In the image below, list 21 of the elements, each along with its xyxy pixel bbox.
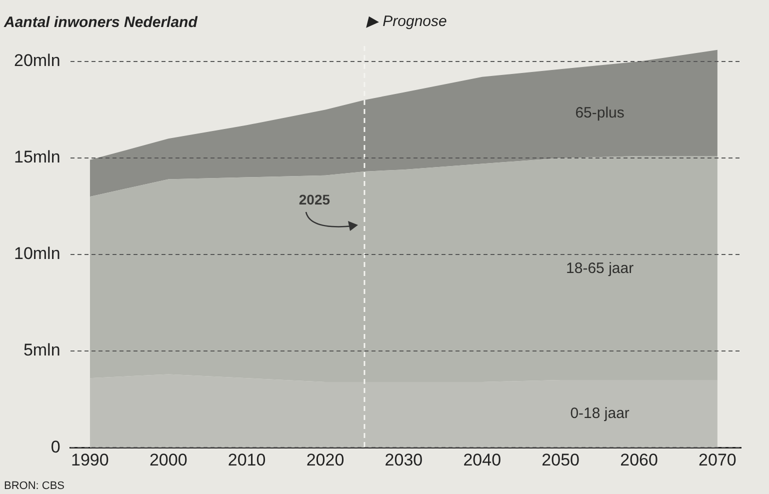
x-tick-label: 2060 xyxy=(620,450,658,470)
y-tick-label: 20mln xyxy=(14,51,60,70)
series-label: 65-plus xyxy=(575,104,624,122)
text: ▶ Prognose xyxy=(365,13,447,30)
x-tick-label: 1990 xyxy=(71,450,109,470)
y-tick-label: 5mln xyxy=(23,340,60,360)
x-tick-label: 2020 xyxy=(306,450,344,470)
series-label: 0-18 jaar xyxy=(570,404,630,422)
chart-title: Aantal inwoners Nederland xyxy=(3,14,198,32)
y-tick-label: 10mln xyxy=(14,244,60,264)
y-tick-label: 0 xyxy=(50,437,60,456)
x-tick-label: 2040 xyxy=(463,450,502,470)
x-tick-label: 2070 xyxy=(698,450,736,470)
ref-line-label: 2025 xyxy=(298,191,330,208)
x-tick-label: 2010 xyxy=(228,450,266,470)
series-label: 18-65 jaar xyxy=(566,260,634,278)
text: BRON: CBS xyxy=(4,480,65,492)
y-tick-label: 15mln xyxy=(14,148,60,167)
x-tick-label: 2000 xyxy=(149,450,188,470)
x-tick-label: 2050 xyxy=(542,450,580,470)
x-tick-label: 2030 xyxy=(384,450,423,470)
